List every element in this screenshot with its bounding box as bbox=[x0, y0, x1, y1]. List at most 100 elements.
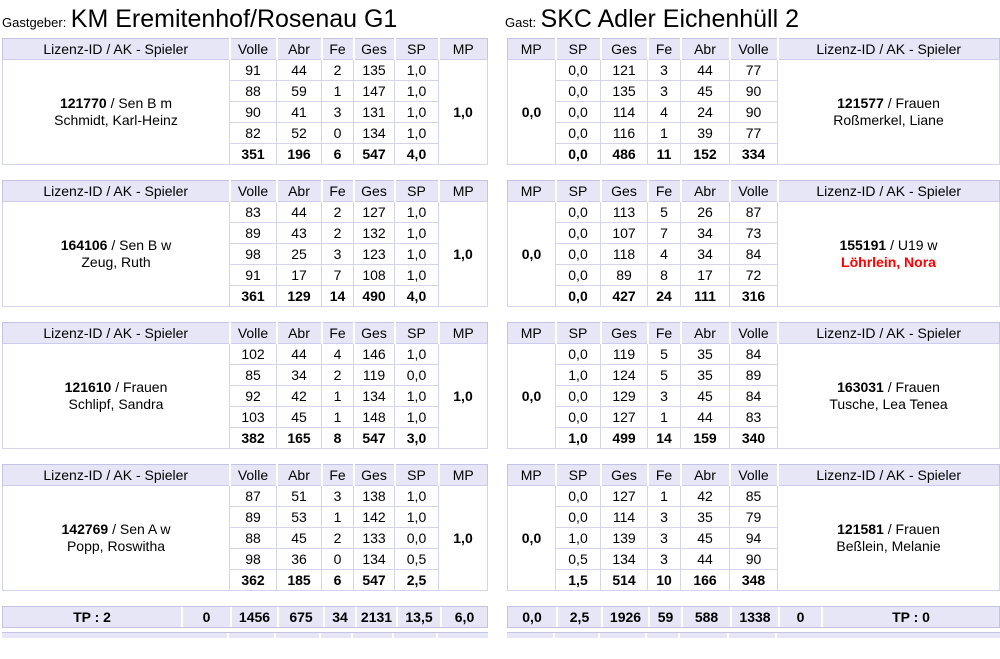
score-row: 0,0 89 8 17 72 bbox=[508, 264, 1000, 286]
player-id: 142769 bbox=[61, 520, 109, 537]
total-fe: 14 bbox=[321, 285, 354, 307]
guest-player-block-4: MP SP Ges Fe Abr Volle Lizenz-ID / AK - … bbox=[507, 464, 1000, 591]
col-player: Lizenz-ID / AK - Spieler bbox=[2, 180, 230, 202]
cell-ges: 135 bbox=[600, 80, 648, 102]
host-team-name: KM Eremitenhof/Rosenau G1 bbox=[70, 4, 398, 33]
guest-footer-ges: 1926 bbox=[603, 607, 648, 627]
cell-fe: 2 bbox=[321, 364, 354, 386]
guest-footer-mp: 0,0 bbox=[508, 607, 556, 627]
cell-volle: 90 bbox=[729, 548, 778, 570]
cell-abr: 17 bbox=[680, 264, 730, 286]
guest-score-table-1: MP SP Ges Fe Abr Volle Lizenz-ID / AK - … bbox=[507, 38, 1000, 165]
cell-sp: 0,0 bbox=[555, 485, 601, 507]
cell-volle: 88 bbox=[229, 527, 277, 549]
host-next-header-partial bbox=[2, 632, 488, 638]
total-volle: 361 bbox=[229, 285, 277, 307]
cell-sp: 1,0 bbox=[394, 264, 439, 286]
total-fe: 10 bbox=[647, 569, 681, 591]
player-info: 121610 / Frauen Schlipf, Sandra bbox=[2, 343, 230, 449]
column-header-row: Lizenz-ID / AK - Spieler Volle Abr Fe Ge… bbox=[2, 38, 488, 60]
partial-cell bbox=[394, 633, 436, 638]
total-abr: 196 bbox=[276, 143, 322, 165]
score-row: 1,0 124 5 35 89 bbox=[508, 364, 1000, 386]
cell-volle: 72 bbox=[729, 264, 778, 286]
col-mp: MP bbox=[507, 464, 556, 486]
total-volle: 348 bbox=[729, 569, 778, 591]
col-abr: Abr bbox=[679, 38, 730, 60]
col-abr: Abr bbox=[275, 322, 322, 344]
guest-footer-volle: 1338 bbox=[732, 607, 778, 627]
col-fe: Fe bbox=[320, 322, 354, 344]
col-mp: MP bbox=[437, 464, 488, 486]
col-player: Lizenz-ID / AK - Spieler bbox=[776, 464, 1000, 486]
col-player: Lizenz-ID / AK - Spieler bbox=[776, 38, 1000, 60]
col-sp: SP bbox=[554, 38, 601, 60]
cell-abr: 59 bbox=[276, 80, 322, 102]
cell-fe: 8 bbox=[647, 264, 681, 286]
cell-fe: 1 bbox=[321, 506, 354, 528]
cell-abr: 35 bbox=[680, 506, 730, 528]
col-mp: MP bbox=[507, 322, 556, 344]
partial-cell bbox=[2, 633, 227, 638]
player-info: 121770 / Sen B m Schmidt, Karl-Heinz bbox=[2, 59, 230, 165]
cell-fe: 3 bbox=[647, 506, 681, 528]
total-fe: 11 bbox=[647, 143, 681, 165]
score-row: 142769 / Sen A w Popp, Roswitha 87 51 3 138 1… bbox=[2, 485, 488, 591]
col-volle: Volle bbox=[728, 180, 778, 202]
player-name: Schmidt, Karl-Heinz bbox=[54, 112, 178, 128]
cell-abr: 35 bbox=[680, 343, 730, 365]
total-abr: 111 bbox=[680, 285, 730, 307]
host-title: Gastgeber: KM Eremitenhof/Rosenau G1 bbox=[2, 5, 505, 34]
guest-footer-tp: TP : 0 bbox=[823, 607, 999, 627]
cell-ges: 114 bbox=[600, 506, 648, 528]
cell-sp: 0,0 bbox=[555, 406, 601, 428]
cell-sp: 1,0 bbox=[394, 385, 439, 407]
host-player-block-2: Lizenz-ID / AK - Spieler Volle Abr Fe Ge… bbox=[2, 180, 488, 307]
guest-footer-abr: 588 bbox=[683, 607, 730, 627]
cell-sp: 0,0 bbox=[394, 527, 439, 549]
host-footer-fe: 34 bbox=[325, 607, 355, 627]
total-volle: 382 bbox=[229, 427, 277, 449]
host-footer-mp: 6,0 bbox=[442, 607, 487, 627]
total-sp: 0,0 bbox=[555, 143, 601, 165]
total-sp: 4,0 bbox=[394, 285, 439, 307]
col-player: Lizenz-ID / AK - Spieler bbox=[2, 322, 230, 344]
cell-sp: 1,0 bbox=[394, 485, 439, 507]
cell-fe: 5 bbox=[647, 201, 681, 223]
cell-fe: 2 bbox=[321, 527, 354, 549]
col-sp: SP bbox=[393, 322, 439, 344]
player-name: Popp, Roswitha bbox=[66, 538, 166, 554]
col-volle: Volle bbox=[728, 464, 778, 486]
cell-sp: 0,0 bbox=[555, 264, 601, 286]
cell-ges: 127 bbox=[600, 406, 648, 428]
col-mp: MP bbox=[507, 180, 556, 202]
cell-ges: 146 bbox=[353, 343, 395, 365]
player-id: 163031 bbox=[837, 378, 884, 395]
cell-abr: 45 bbox=[680, 527, 730, 549]
score-row: 164106 / Sen B w Zeug, Ruth 83 44 2 127 1,0 1… bbox=[2, 201, 488, 307]
cell-sp: 0,0 bbox=[555, 506, 601, 528]
cell-sp: 1,0 bbox=[394, 101, 439, 123]
partial-cell bbox=[600, 633, 645, 638]
cell-ges: 134 bbox=[600, 548, 648, 570]
col-volle: Volle bbox=[228, 464, 277, 486]
host-column: Lizenz-ID / AK - Spieler Volle Abr Fe Ge… bbox=[2, 38, 488, 638]
cell-volle: 90 bbox=[729, 80, 778, 102]
cell-abr: 53 bbox=[276, 506, 322, 528]
guest-label: Gast: bbox=[505, 14, 537, 30]
cell-sp: 0,0 bbox=[555, 101, 601, 123]
col-abr: Abr bbox=[679, 180, 730, 202]
cell-ges: 132 bbox=[353, 222, 395, 244]
total-ges: 486 bbox=[600, 143, 648, 165]
partial-cell bbox=[438, 633, 488, 638]
cell-fe: 3 bbox=[647, 527, 681, 549]
col-volle: Volle bbox=[228, 180, 277, 202]
total-abr: 152 bbox=[680, 143, 730, 165]
host-footer-sp: 13,5 bbox=[398, 607, 440, 627]
column-header-row: MP SP Ges Fe Abr Volle Lizenz-ID / AK - … bbox=[507, 180, 1000, 202]
cell-volle: 83 bbox=[729, 406, 778, 428]
player-id: 121610 bbox=[64, 378, 112, 395]
cell-fe: 4 bbox=[321, 343, 354, 365]
total-abr: 185 bbox=[276, 569, 322, 591]
cell-ges: 127 bbox=[353, 201, 395, 223]
